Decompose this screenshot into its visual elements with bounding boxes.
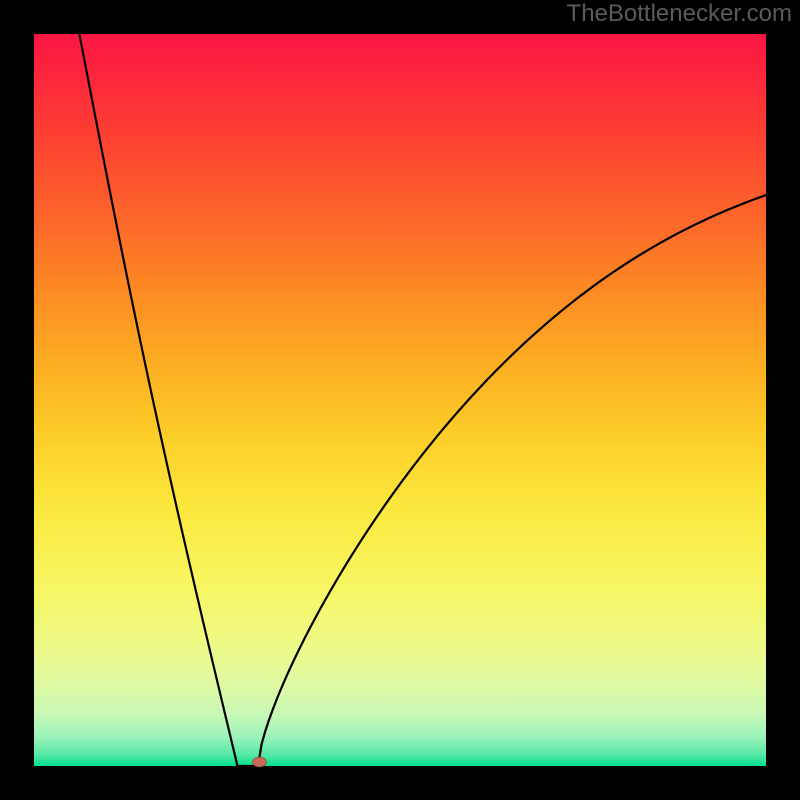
gradient-plot-area	[34, 34, 766, 766]
watermark-text: TheBottlenecker.com	[567, 0, 792, 28]
bottleneck-chart	[0, 0, 800, 800]
trough-marker	[252, 757, 266, 767]
